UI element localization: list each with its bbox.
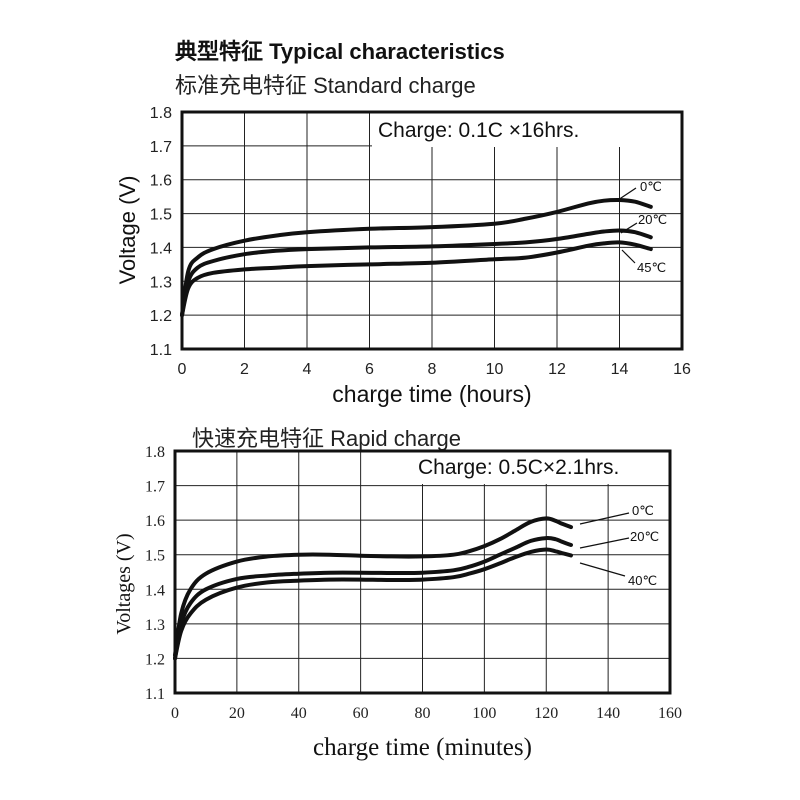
series-leader-line <box>621 249 636 264</box>
series-leader-line <box>579 562 626 577</box>
x-tick-label: 2 <box>240 361 249 378</box>
x-tick-label: 6 <box>365 361 374 378</box>
y-tick-label: 1.6 <box>145 513 165 530</box>
plot-frame <box>173 449 672 695</box>
y-tick-label: 1.5 <box>150 207 172 224</box>
x-axis-label: charge time (hours) <box>332 381 531 407</box>
y-tick-label: 1.4 <box>145 582 165 599</box>
chart-subtitle: 标准充电特征 Standard charge <box>175 73 476 98</box>
y-tick-label: 1.1 <box>150 342 172 359</box>
y-tick-label: 1.2 <box>150 308 172 325</box>
plot-frame <box>180 110 684 351</box>
y-tick-label: 1.1 <box>145 686 165 703</box>
y-tick-label: 1.8 <box>145 444 165 461</box>
series-label: 20℃ <box>630 529 659 544</box>
y-tick-label: 1.7 <box>145 479 165 496</box>
y-tick-label: 1.7 <box>150 139 172 156</box>
x-tick-label: 140 <box>596 705 620 722</box>
y-tick-label: 1.3 <box>145 617 165 634</box>
x-axis-label: charge time (minutes) <box>313 734 532 761</box>
y-axis-label: Voltages (V) <box>113 533 135 634</box>
series-line-2 <box>180 228 653 318</box>
x-tick-label: 100 <box>472 705 496 722</box>
series-line-1 <box>180 197 653 318</box>
x-tick-label: 8 <box>428 361 437 378</box>
chart-2: 快速充电特征 Rapid charge Charge: 0.5C×2.1hrs. 0… <box>113 426 682 761</box>
series-leader-line <box>579 537 630 549</box>
series-leader-line <box>617 187 637 201</box>
y-tick-label: 1.2 <box>145 651 165 668</box>
series-label: 40℃ <box>628 573 657 588</box>
y-axis-label: Voltage (V) <box>115 176 140 285</box>
series-line-2 <box>173 536 573 661</box>
series-line-3 <box>180 240 653 318</box>
y-tick-label: 1.6 <box>150 173 172 190</box>
x-tick-label: 40 <box>291 705 307 722</box>
x-tick-label: 12 <box>548 361 566 378</box>
charge-condition: Charge: 0.5C×2.1hrs. <box>418 456 619 479</box>
series-line-1 <box>173 516 573 657</box>
x-tick-label: 20 <box>229 705 245 722</box>
y-tick-label: 1.5 <box>145 548 165 565</box>
x-tick-label: 160 <box>658 705 682 722</box>
x-tick-label: 10 <box>486 361 504 378</box>
x-tick-label: 16 <box>673 361 691 378</box>
series-label: 20℃ <box>638 212 667 227</box>
condition-box <box>412 452 669 484</box>
x-tick-label: 80 <box>415 705 431 722</box>
x-tick-label: 4 <box>303 361 312 378</box>
y-tick-label: 1.3 <box>150 274 172 291</box>
series-label: 45℃ <box>637 260 666 275</box>
page-title: 典型特征 Typical characteristics <box>175 39 505 64</box>
charge-condition: Charge: 0.1C ×16hrs. <box>378 119 579 142</box>
series-leader-line <box>579 512 630 525</box>
chart-1: 标准充电特征 Standard charge Charge: 0.1C ×16hr… <box>115 73 691 407</box>
condition-box <box>372 113 681 147</box>
x-tick-label: 14 <box>611 361 629 378</box>
x-tick-label: 60 <box>353 705 369 722</box>
series-line-3 <box>173 547 573 661</box>
chart-subtitle: 快速充电特征 Rapid charge <box>192 426 461 451</box>
x-tick-label: 0 <box>171 705 179 722</box>
x-tick-label: 120 <box>534 705 558 722</box>
y-tick-label: 1.4 <box>150 240 172 257</box>
series-label: 0℃ <box>632 503 654 518</box>
series-leader-line <box>620 222 638 234</box>
x-tick-label: 0 <box>178 361 187 378</box>
y-tick-label: 1.8 <box>150 105 172 122</box>
series-label: 0℃ <box>640 179 662 194</box>
